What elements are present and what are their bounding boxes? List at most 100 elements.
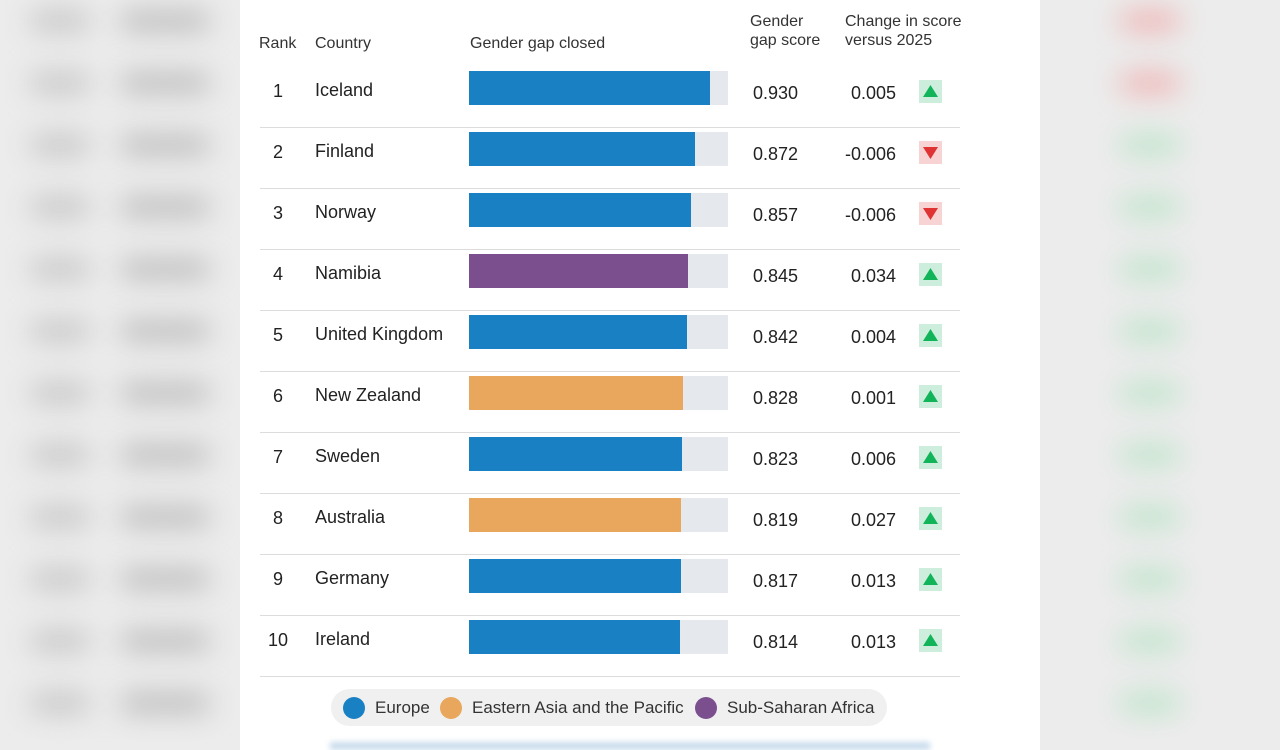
- rank-cell: 7: [272, 447, 283, 467]
- triangle-down-icon: [919, 202, 942, 225]
- change-label: 0.034: [850, 266, 896, 286]
- blurred-row: [1060, 312, 1260, 352]
- score-label: 0.817: [753, 571, 799, 591]
- change-label: 0.001: [850, 388, 896, 408]
- rank-cell: 5: [272, 325, 283, 345]
- bar: [469, 559, 681, 593]
- blurred-row: [20, 498, 220, 538]
- bar: [469, 71, 710, 105]
- bar-track: [469, 71, 728, 105]
- bar-track: [469, 315, 728, 349]
- legend-item-eastern-asia-pacific: Eastern Asia and the Pacific: [440, 689, 684, 726]
- legend-dot-eastern-asia-pacific: [440, 696, 462, 719]
- country-cell: New Zealand: [315, 385, 422, 405]
- country-cell: Ireland: [315, 629, 371, 649]
- score-label: 0.845: [753, 266, 799, 286]
- ranking-chart-card: Rank Country Gender gap closed Gender ga…: [240, 0, 1040, 750]
- rank-cell: 6: [272, 386, 283, 406]
- score-label: 0.842: [753, 327, 799, 347]
- blurred-row: [20, 250, 220, 290]
- blurred-row: [20, 684, 220, 724]
- score-label: 0.819: [753, 510, 799, 530]
- legend-dot-sub-saharan-africa: [695, 696, 717, 719]
- blurred-row: [1060, 374, 1260, 414]
- table-row: 8 Australia 0.819 0.027: [260, 493, 960, 555]
- legend-item-sub-saharan-africa: Sub-Saharan Africa: [695, 689, 874, 726]
- change-label: -0.006: [844, 144, 896, 164]
- triangle-up-icon: [919, 324, 942, 347]
- rank-cell: 8: [272, 508, 283, 528]
- table-row: 10 Ireland 0.814 0.013: [260, 615, 960, 677]
- table-row: 7 Sweden 0.823 0.006: [260, 432, 960, 494]
- legend: Europe Eastern Asia and the Pacific Sub-…: [331, 689, 887, 726]
- rank-cell: 2: [272, 142, 283, 162]
- blurred-row: [20, 64, 220, 104]
- header-change-line-2: versus 2025: [845, 32, 933, 49]
- bar-track: [469, 620, 728, 654]
- legend-label-eastern-asia-pacific: Eastern Asia and the Pacific: [472, 697, 684, 717]
- bottom-strip: [330, 742, 930, 750]
- legend-label-europe: Europe: [375, 697, 430, 717]
- triangle-up-icon: [919, 568, 942, 591]
- table-row: 1 Iceland 0.930 0.005: [260, 66, 960, 128]
- legend-dot-europe: [343, 696, 365, 719]
- table-row: 6 New Zealand 0.828 0.001: [260, 371, 960, 433]
- country-cell: Norway: [315, 202, 377, 222]
- blurred-row: [20, 2, 220, 42]
- table-row: 9 Germany 0.817 0.013: [260, 554, 960, 616]
- header-score-line-1: Gender: [750, 13, 804, 30]
- header-score-line-2: gap score: [750, 32, 821, 49]
- country-cell: Germany: [315, 568, 390, 588]
- blurred-row: [1060, 684, 1260, 724]
- bar-track: [469, 254, 728, 288]
- legend-label-sub-saharan-africa: Sub-Saharan Africa: [727, 697, 875, 717]
- blurred-row: [20, 560, 220, 600]
- bar-track: [469, 132, 728, 166]
- header-rank: Rank: [259, 35, 297, 52]
- blurred-row: [1060, 126, 1260, 166]
- triangle-up-icon: [919, 446, 942, 469]
- triangle-up-icon: [919, 507, 942, 530]
- blurred-row: [20, 436, 220, 476]
- rank-cell: 3: [272, 203, 283, 223]
- header-gender-gap-closed: Gender gap closed: [470, 35, 606, 52]
- change-label: 0.004: [850, 327, 896, 347]
- blurred-row: [20, 312, 220, 352]
- blurred-row: [1060, 560, 1260, 600]
- blurred-row: [20, 126, 220, 166]
- country-cell: Iceland: [315, 80, 374, 100]
- header-country: Country: [315, 35, 372, 52]
- blurred-row: [20, 622, 220, 662]
- bar: [469, 315, 688, 349]
- header-gender-gap-score: Gender gap score: [750, 12, 840, 50]
- change-label: -0.006: [844, 205, 896, 225]
- country-cell: Australia: [315, 507, 386, 527]
- score-label: 0.872: [753, 144, 799, 164]
- header-change-line-1: Change in score: [845, 13, 962, 30]
- rank-cell: 10: [267, 630, 289, 650]
- bar: [469, 376, 684, 410]
- change-label: 0.013: [850, 571, 896, 591]
- country-cell: United Kingdom: [315, 324, 444, 344]
- table-row: 2 Finland 0.872 -0.006: [260, 127, 960, 189]
- bar-track: [469, 376, 728, 410]
- score-label: 0.857: [753, 205, 799, 225]
- change-label: 0.013: [850, 632, 896, 652]
- triangle-up-icon: [919, 629, 942, 652]
- blurred-row: [1060, 436, 1260, 476]
- blurred-row: [1060, 2, 1260, 42]
- triangle-up-icon: [919, 80, 942, 103]
- legend-item-europe: Europe: [343, 689, 430, 726]
- country-cell: Namibia: [315, 263, 382, 283]
- change-label: 0.027: [850, 510, 896, 530]
- blurred-row: [1060, 188, 1260, 228]
- change-label: 0.005: [850, 83, 896, 103]
- blurred-row: [1060, 498, 1260, 538]
- blurred-row: [1060, 622, 1260, 662]
- table-row: 3 Norway 0.857 -0.006: [260, 188, 960, 250]
- header-change-in-score: Change in score versus 2025: [845, 12, 975, 50]
- blurred-row: [20, 374, 220, 414]
- rank-cell: 4: [272, 264, 283, 284]
- score-label: 0.828: [753, 388, 799, 408]
- blurred-row: [20, 188, 220, 228]
